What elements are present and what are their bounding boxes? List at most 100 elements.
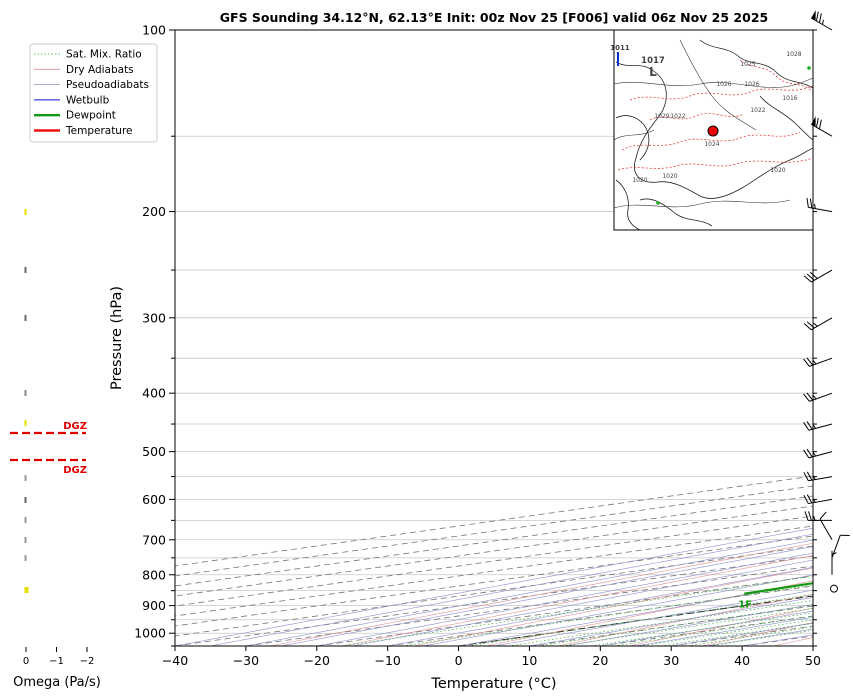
legend-entry-label: Pseudoadiabats xyxy=(66,79,149,91)
inset-map-label: 1022 xyxy=(750,107,765,114)
map-thickness-contour xyxy=(649,113,745,121)
omega-tick-label: −1 xyxy=(49,656,64,667)
barb-full xyxy=(804,511,809,521)
wind-barb xyxy=(803,269,833,283)
omega-bar xyxy=(24,209,27,215)
pseudoadiabat-line xyxy=(423,574,813,646)
inset-map-label: 1022 xyxy=(670,113,685,120)
barb-full xyxy=(808,511,812,521)
legend-entry-label: Temperature xyxy=(65,125,133,137)
barb-full xyxy=(803,472,809,482)
inset-map-label: 1026 xyxy=(744,81,759,88)
pseudoadiabat-line xyxy=(352,559,813,646)
barb-full xyxy=(806,471,813,481)
isotherm-line xyxy=(175,485,813,577)
legend-entry-label: Dewpoint xyxy=(66,110,116,122)
barb-full xyxy=(803,275,812,283)
x-tick-label: 10 xyxy=(521,653,537,668)
pseudoadiabat-line xyxy=(387,566,813,646)
map-coastline xyxy=(615,61,813,199)
inset-map-contours xyxy=(614,39,813,230)
map-thickness-contour xyxy=(739,59,813,93)
barb-staff xyxy=(808,423,833,431)
barb-half xyxy=(812,475,816,480)
map-coastline xyxy=(759,95,813,141)
inset-map-label: 1020 xyxy=(662,173,677,180)
pseudoadiabat-line xyxy=(458,582,813,646)
background-lines xyxy=(175,30,813,646)
omega-axis-label: Omega (Pa/s) xyxy=(13,675,101,690)
wind-barb xyxy=(803,471,833,482)
mixing-ratio-line xyxy=(639,619,813,646)
barb-staff xyxy=(808,498,833,505)
inset-map-label: 1016 xyxy=(782,95,797,102)
y-tick-label: 500 xyxy=(142,444,166,459)
barb-full xyxy=(818,13,822,23)
pseudoadiabat-line xyxy=(175,527,813,646)
barb-half xyxy=(813,515,816,521)
barb-half xyxy=(813,322,818,327)
barb-full xyxy=(803,358,810,367)
barb-staff xyxy=(809,392,833,402)
barb-full xyxy=(809,271,818,279)
map-isobar xyxy=(614,77,813,88)
inset-map-label: 1020 xyxy=(632,177,647,184)
x-tick-label: −40 xyxy=(162,653,188,668)
pseudoadiabat-line xyxy=(210,533,813,646)
wind-barb xyxy=(806,197,833,213)
barb-full xyxy=(806,273,815,281)
isotherm-line xyxy=(175,495,813,587)
inset-map-label: 1017 xyxy=(641,56,665,66)
legend-entry-label: Wetbulb xyxy=(66,94,110,106)
map-coastline xyxy=(639,198,713,227)
barb-full xyxy=(806,494,813,504)
barb-full xyxy=(818,119,822,130)
x-tick-label: 40 xyxy=(734,653,750,668)
pseudoadiabat-line xyxy=(245,539,813,646)
dry-adiabat-line xyxy=(557,593,813,646)
pseudoadiabat-line xyxy=(316,552,813,646)
barb-full xyxy=(806,357,814,366)
barb-staff xyxy=(808,206,833,213)
pseudoadiabat-line xyxy=(281,546,813,646)
barb-full xyxy=(803,393,810,402)
wind-barb xyxy=(804,511,832,521)
y-tick-label: 800 xyxy=(142,567,166,582)
legend-entry-label: Dry Adiabats xyxy=(66,64,134,76)
sounding-location-marker xyxy=(707,125,719,137)
isotherm-line xyxy=(175,515,813,607)
axes: −40 −30 −20 −10 0 10 20 30 40 5010020030040050060… xyxy=(134,23,821,669)
dry-adiabat-line xyxy=(341,555,813,646)
dry-adiabat-line xyxy=(270,542,813,646)
barb-staff xyxy=(808,451,833,459)
wind-barb xyxy=(803,357,833,367)
map-thickness-contour xyxy=(617,157,813,171)
barb-full xyxy=(806,421,813,430)
mixing-ratio-line xyxy=(590,612,813,646)
y-tick-label: 100 xyxy=(142,23,166,38)
inset-map-label: 1028 xyxy=(786,51,801,58)
barb-half xyxy=(812,394,817,400)
surface-dewpoint-label: 1F xyxy=(738,600,752,611)
barb-staff xyxy=(810,269,833,283)
calm-circle xyxy=(830,584,838,593)
isotherm-line xyxy=(175,475,813,567)
y-tick-label: 300 xyxy=(142,310,166,325)
omega-bar xyxy=(24,390,27,396)
pseudoadiabat-line xyxy=(493,589,813,646)
map-isobar xyxy=(614,199,791,209)
pseudoadiabat-line xyxy=(529,597,813,646)
inset-map-label: 1011 xyxy=(610,44,630,52)
inset-map-label: L xyxy=(649,65,657,79)
inset-map-label: 1020 xyxy=(770,167,785,174)
dgz-label: DGZ xyxy=(63,421,87,432)
isotherm-line xyxy=(175,505,813,597)
omega-bar xyxy=(24,555,27,561)
wind-barb xyxy=(803,421,833,431)
barb-full xyxy=(803,449,810,459)
omega-tick-label: −2 xyxy=(80,656,95,667)
barb-full xyxy=(806,197,809,208)
omega-panel: Omega (Pa/s) 0 −1 −2 DGZ DGZ xyxy=(10,209,101,690)
x-tick-label: 20 xyxy=(592,653,608,668)
